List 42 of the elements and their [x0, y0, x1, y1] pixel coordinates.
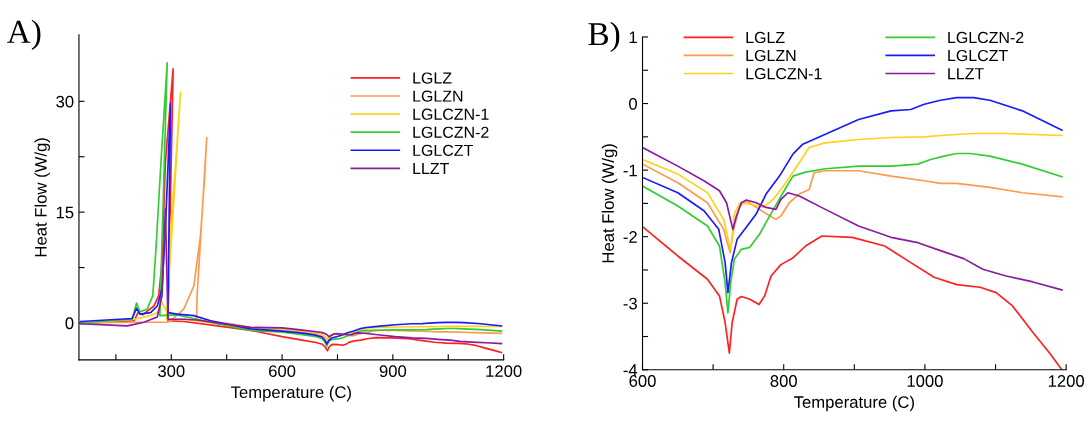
chart-title: A) — [7, 19, 41, 50]
line-series — [642, 152, 1063, 314]
legend-label: LGLCZT — [948, 49, 1008, 62]
x-tick-label: 800 — [770, 375, 797, 387]
y-axis-title: Heat Flow (W/g) — [34, 138, 50, 257]
x-tick-label: 900 — [379, 365, 407, 378]
y-tick-label: 30 — [56, 95, 74, 108]
legend-label: LLZT — [413, 162, 449, 174]
legend-label: LGLZ — [413, 72, 452, 84]
legend-label: LGLCZN-2 — [948, 31, 1024, 44]
legend-label: LGLCZN-2 — [413, 126, 489, 138]
x-tick-label: 1000 — [907, 375, 943, 387]
x-axis-title: Temperature (C) — [794, 395, 914, 412]
y-tick-label: -3 — [623, 297, 637, 310]
legend-label: LGLZ — [746, 31, 785, 44]
line-series — [642, 96, 1063, 294]
y-tick-label: 0 — [629, 97, 637, 110]
x-tick-label: 600 — [269, 365, 296, 378]
legend-label: LGLZN — [413, 90, 463, 102]
legend-label: LGLZN — [746, 49, 796, 62]
y-tick-label: 1 — [629, 31, 637, 44]
x-tick-label: 1200 — [1048, 375, 1085, 387]
line-series — [79, 208, 503, 345]
y-axis-title: Heat Flow (W/g) — [601, 144, 618, 263]
y-tick-label: 0 — [65, 317, 74, 330]
legend-label: LGLCZT — [413, 144, 473, 157]
legend-label: LLZT — [948, 68, 984, 80]
y-tick-label: -4 — [623, 364, 638, 376]
x-tick-label: 1200 — [486, 365, 522, 378]
legend-label: LGLCZN-1 — [746, 67, 822, 80]
y-tick-label: 15 — [56, 206, 74, 219]
line-series — [642, 225, 1063, 370]
y-tick-label: -1 — [623, 164, 637, 177]
x-tick-label: 600 — [629, 375, 656, 387]
x-tick-label: 300 — [158, 365, 185, 378]
line-series — [642, 163, 1063, 254]
line-series — [642, 146, 1063, 291]
y-tick-label: -2 — [623, 231, 637, 243]
chart-title: B) — [588, 21, 620, 53]
line-series — [642, 132, 1063, 252]
x-axis-title: Temperature (C) — [231, 385, 351, 402]
legend-label: LGLCZN-1 — [413, 108, 489, 120]
